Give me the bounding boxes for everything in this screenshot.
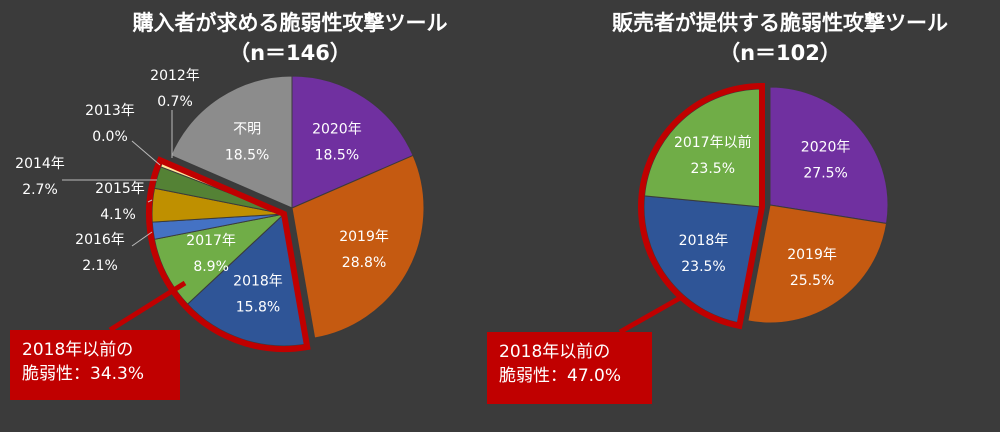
- left-chart-title: 購入者が求める脆弱性攻撃ツール （n＝146）: [90, 8, 490, 68]
- right-title-text: 販売者が提供する脆弱性攻撃ツール: [612, 11, 948, 35]
- slice-value-label-0-4: 2.1%: [82, 258, 118, 274]
- slice-label-1-1: 2019年: [787, 247, 837, 263]
- highlight-outline-0: [146, 156, 311, 352]
- slice-value-label-0-3: 8.9%: [193, 259, 229, 275]
- slice-value-label-0-8: 0.7%: [157, 94, 193, 110]
- right-callout-line2: 脆弱性：47.0%: [499, 366, 622, 386]
- slice-label-0-9: 不明: [233, 122, 261, 138]
- slice-label-0-8: 2012年: [150, 68, 200, 84]
- callout-connector-1: [618, 295, 682, 335]
- slice-label-0-5: 2015年: [95, 181, 145, 197]
- slice-value-label-0-6: 2.7%: [22, 182, 58, 198]
- slice-label-0-7: 2013年: [85, 103, 135, 119]
- leader-line-0-4: [131, 231, 153, 247]
- slice-label-1-3: 2017年以前: [674, 134, 752, 151]
- left-callout: 2018年以前の 脆弱性：34.3%: [10, 330, 180, 400]
- callout-connector-0: [108, 280, 187, 333]
- slice-label-1-2: 2018年: [679, 233, 729, 249]
- slice-value-label-0-0: 18.5%: [315, 148, 359, 164]
- slice-value-label-0-5: 4.1%: [100, 207, 136, 223]
- pie-slice-0-2: [186, 213, 308, 347]
- slice-value-label-0-2: 15.8%: [236, 300, 280, 316]
- slice-value-label-1-1: 25.5%: [790, 273, 834, 289]
- left-title-text: 購入者が求める脆弱性攻撃ツール: [132, 11, 448, 35]
- slice-value-label-0-9: 18.5%: [225, 148, 269, 164]
- pie-slice-0-1: [291, 154, 425, 339]
- right-callout: 2018年以前の 脆弱性：47.0%: [487, 332, 652, 404]
- slice-label-0-3: 2017年: [186, 233, 236, 249]
- slice-label-0-0: 2020年: [312, 122, 362, 138]
- highlight-outline-1: [638, 82, 765, 330]
- right-subtitle-text: （n＝102）: [719, 41, 841, 65]
- slice-value-label-0-1: 28.8%: [342, 255, 386, 271]
- slice-label-0-6: 2014年: [15, 156, 65, 172]
- pie-slice-1-0: [769, 86, 889, 225]
- slice-value-label-1-0: 27.5%: [803, 165, 847, 181]
- leader-line-0-5: [147, 199, 153, 203]
- slice-label-0-4: 2016年: [75, 232, 125, 248]
- slice-label-1-0: 2020年: [801, 139, 851, 155]
- left-subtitle-text: （n＝146）: [229, 41, 351, 65]
- left-callout-line1: 2018年以前の: [22, 340, 134, 360]
- pie-slice-0-0: [291, 75, 414, 209]
- slice-value-label-0-7: 0.0%: [92, 129, 128, 145]
- pie-slice-0-9: [170, 75, 293, 209]
- slice-value-label-1-2: 23.5%: [681, 259, 725, 275]
- right-callout-line1: 2018年以前の: [499, 342, 611, 362]
- slice-label-0-1: 2019年: [339, 229, 389, 245]
- leader-line-0-7: [131, 140, 161, 166]
- slice-label-0-2: 2018年: [233, 274, 283, 290]
- right-chart-title: 販売者が提供する脆弱性攻撃ツール （n＝102）: [580, 8, 980, 68]
- pie-slice-1-1: [747, 204, 888, 324]
- slice-value-label-1-3: 23.5%: [691, 161, 735, 177]
- left-callout-line2: 脆弱性：34.3%: [22, 364, 145, 384]
